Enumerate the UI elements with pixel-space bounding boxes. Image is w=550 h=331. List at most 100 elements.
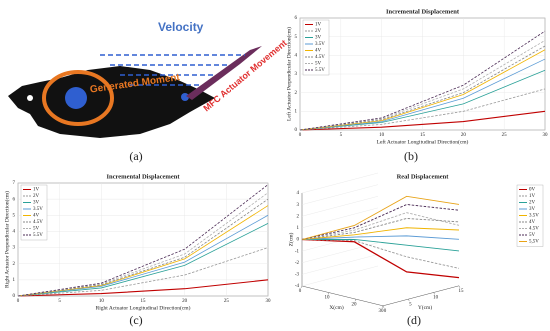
x-axis-label: X(cm) (329, 304, 344, 311)
series-line (17, 222, 269, 297)
series-line (299, 88, 546, 131)
x-tick-label: 30 (543, 133, 549, 138)
x-tick-label: 0 (299, 289, 302, 294)
legend-label: 1V (315, 23, 322, 28)
y-tick-label: 6 (13, 197, 16, 202)
legend-label: 5,5V (529, 240, 539, 245)
x-tick-label: 5 (340, 133, 343, 138)
x-tick-label: 0 (17, 299, 20, 304)
series-line (299, 110, 546, 131)
legend-label: 5V (529, 233, 536, 238)
legend-label: 1V (33, 188, 40, 193)
z-tick-label: 0 (297, 238, 300, 243)
grid-line (301, 242, 379, 263)
legend-label: 0V (529, 188, 536, 193)
y-tick-label: 6 (295, 16, 298, 21)
wing (186, 46, 262, 100)
panel-label: (d) (407, 313, 421, 327)
series-line (17, 184, 269, 297)
series-line (299, 69, 546, 131)
panel-label: (b) (404, 149, 418, 163)
legend-label: 3V (315, 36, 322, 41)
chart-title: Incremental Displacement (386, 8, 460, 15)
y-tick-label: 15 (459, 289, 465, 294)
legend-label: 2V (33, 194, 40, 199)
legend-label: 3.5V (315, 42, 325, 47)
legend-label: 5.5V (315, 68, 325, 73)
series-line (301, 238, 460, 279)
grid-line (301, 265, 379, 287)
legend-label: 1V (529, 194, 536, 199)
series-line (299, 40, 546, 131)
x-tick-label: 10 (325, 296, 331, 301)
legend-label: 5V (33, 227, 40, 232)
series-line (299, 30, 546, 131)
x-tick-label: 5 (58, 299, 61, 304)
series-line (299, 58, 546, 131)
y-tick-label: 2 (295, 91, 298, 96)
series-line (301, 227, 460, 240)
series-line (301, 235, 460, 240)
series-line (301, 217, 460, 240)
panel-label: (c) (129, 313, 142, 327)
actuator-joint (181, 93, 189, 101)
x-tick-label: 20 (461, 133, 467, 138)
panel-label: (a) (129, 149, 142, 163)
x-tick-label: 0 (299, 133, 302, 138)
legend-label: 4.5V (529, 227, 539, 232)
tick-mark (327, 292, 330, 295)
legend-label: 3.5V (529, 214, 539, 219)
series-line (299, 45, 546, 131)
y-tick-label: 3 (13, 246, 16, 251)
x-tick-label: 15 (420, 133, 426, 138)
x-axis (301, 285, 384, 307)
z-tick-label: 4 (297, 191, 300, 196)
series-line (17, 247, 269, 297)
series-line (301, 212, 460, 240)
legend-label: 2V (315, 29, 322, 34)
tick-mark (433, 292, 435, 295)
legend-label: 5V (315, 62, 322, 67)
legend-label: 4.5V (33, 220, 43, 225)
series-line (301, 238, 460, 252)
x-tick-label: 30 (379, 309, 385, 314)
y-tick-label: 5 (409, 302, 412, 307)
velocity-label: Velocity (158, 20, 204, 34)
y-axis-label: Y(cm) (418, 304, 433, 311)
y-tick-label: 3 (295, 72, 298, 77)
y-tick-label: 2 (13, 262, 16, 267)
grid-line (301, 196, 379, 217)
y-tick-label: 0 (384, 309, 387, 314)
y-tick-label: 4 (13, 230, 16, 235)
y-tick-label: 10 (433, 296, 439, 301)
velocity-arrows (100, 54, 245, 86)
legend-label: 2V (529, 201, 536, 206)
z-axis-label: Z(cm) (287, 232, 294, 246)
chart-title: Real Displacement (397, 173, 450, 180)
moment-arrow (42, 70, 114, 126)
tick-mark (408, 299, 410, 302)
legend-label: 4V (529, 220, 536, 225)
y-tick-label: 7 (13, 181, 16, 186)
chart-title: Incremental Displacement (107, 173, 181, 180)
z-tick-label: -4 (295, 284, 300, 289)
z-tick-label: -3 (295, 273, 300, 278)
series-line (301, 195, 460, 240)
legend-label: 3.5V (33, 207, 43, 212)
tick-mark (382, 305, 385, 308)
grid-line (301, 207, 379, 229)
tick-mark (300, 285, 303, 289)
tick-mark (458, 285, 461, 288)
z-tick-label: -2 (295, 261, 300, 266)
x-axis-label: Left Actuator Longitudinal Direction(cm) (377, 138, 469, 145)
legend-label: 3V (529, 207, 536, 212)
x-tick-label: 20 (352, 302, 358, 307)
tick-mark (354, 299, 357, 302)
y-axis (382, 285, 460, 307)
y-tick-label: 4 (295, 53, 298, 58)
y-tick-label: 0 (13, 294, 16, 299)
legend-label: 4V (33, 214, 40, 219)
z-tick-label: 3 (297, 203, 300, 208)
z-tick-label: 2 (297, 214, 300, 219)
